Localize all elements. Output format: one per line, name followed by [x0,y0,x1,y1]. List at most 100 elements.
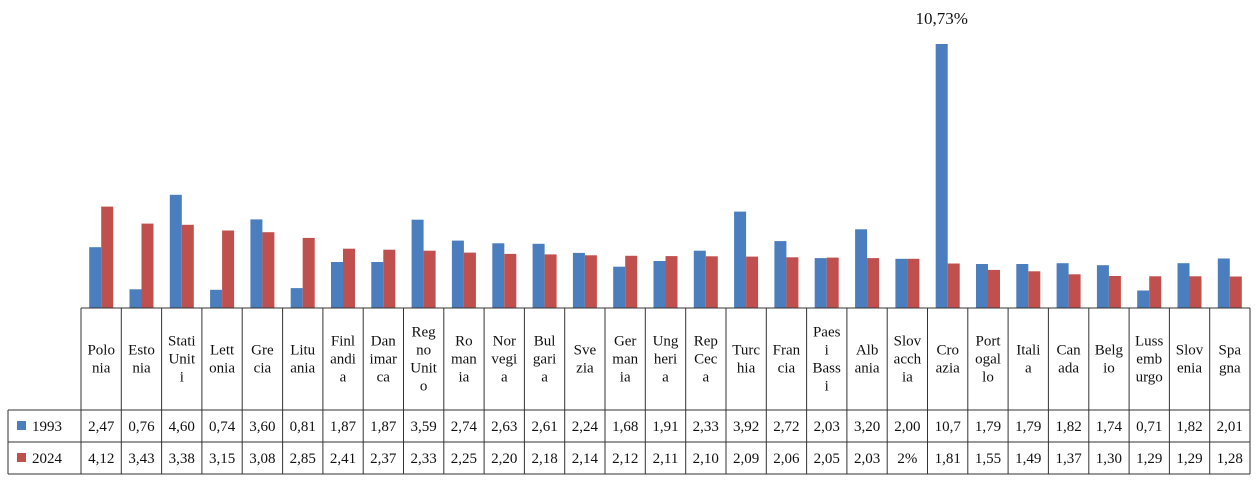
bar-1993 [1217,258,1230,308]
value-label-1993: 3,20 [854,419,880,435]
value-label-2024: 2,09 [733,451,759,467]
category-label: Can ada [1057,343,1082,377]
value-label-2024: 2,12 [612,451,638,467]
category-label: Dan imar ca [370,334,398,386]
bar-1993 [693,250,706,308]
value-label-1993: 0,76 [128,419,155,435]
bar-2024 [705,256,718,308]
value-label-1993: 2,47 [88,419,115,435]
value-label-1993: 1,79 [975,419,1001,435]
bar-2024 [1229,276,1242,308]
bar-1993 [1137,290,1150,308]
value-label-1993: 0,81 [290,419,316,435]
bar-1993 [210,289,223,308]
category-label: Finl andi a [330,334,356,386]
value-label-1993: 3,92 [733,419,759,435]
bar-2024 [262,232,275,308]
value-label-1993: 2,72 [773,419,799,435]
category-label: Port ogal lo [975,334,1001,386]
value-label-1993: 2,24 [572,419,599,435]
value-label-1993: 2,00 [894,419,920,435]
bar-1993 [331,262,343,308]
bar-1993 [855,229,868,308]
value-label-1993: 4,60 [169,419,195,435]
value-label-1993: 1,74 [1096,419,1123,435]
value-label-1993: 1,82 [1176,419,1202,435]
category-label: Ro man ia [451,334,477,386]
value-label-2024: 2,33 [410,451,436,467]
value-label-2024: 2,10 [693,451,719,467]
bar-2024 [544,254,557,308]
value-label-1993: 0,74 [209,419,236,435]
value-label-1993: 1,82 [1055,419,1081,435]
bar-1993 [774,241,787,308]
bar-2024 [302,237,315,308]
category-label: Ger man ia [612,334,638,386]
bar-1993 [613,266,626,308]
value-label-1993: 2,74 [451,419,478,435]
bar-2024 [867,258,880,308]
bar-2024 [584,255,597,308]
value-label-2024: 2,41 [330,451,356,467]
value-label-2024: 2,37 [370,451,397,467]
value-label-1993: 2,03 [814,419,840,435]
bar-1993 [1056,263,1069,308]
value-label-2024: 3,15 [209,451,235,467]
value-label-2024: 4,12 [88,451,114,467]
bar-2024 [101,206,114,308]
value-label-2024: 2,14 [572,451,599,467]
bar-1993 [572,252,585,308]
bar-2024 [746,256,759,308]
bar-2024 [665,256,678,308]
bar-1993 [451,240,464,308]
category-label: Cro azia [936,343,960,377]
value-label-1993: 0,71 [1136,419,1162,435]
data-table: Polo nia Esto nia Stati Unit i Lett onia Gre cia Li… [7,307,1251,475]
value-label-2024: 1,30 [1096,451,1122,467]
bar-2024 [463,252,476,308]
bar-2024 [826,257,839,308]
bar-2024 [1149,276,1162,308]
bar-1993 [935,44,948,308]
bar-1993 [734,211,747,308]
bar-1993 [290,288,303,308]
category-label: Gre cia [251,343,274,377]
value-label-1993: 1,87 [370,419,397,435]
bar-1993 [653,261,666,308]
bar-1993 [895,258,908,308]
category-label: Bul gari a [533,334,556,386]
value-label-2024: 2,18 [531,451,557,467]
bar-2024 [988,269,1000,308]
value-label-2024: 1,81 [935,451,961,467]
category-label: Polo nia [87,343,115,377]
bar-1993 [250,219,263,308]
category-label: Esto nia [128,343,155,377]
bar-1993 [89,247,102,308]
legend-label-1993: 1993 [32,419,62,435]
value-label-2024: 2,25 [451,451,477,467]
bar-1993 [976,264,988,308]
bar-2024 [907,258,920,308]
value-label-2024: 3,08 [249,451,275,467]
bar-2024 [1028,271,1041,308]
bar-1993 [492,243,505,308]
value-label-2024: 2,05 [814,451,840,467]
bar-2024 [383,249,396,308]
value-label-1993: 1,91 [652,419,678,435]
bar-1993 [532,243,545,308]
value-label-2024: 1,29 [1176,451,1202,467]
bar-1993 [129,289,142,308]
bar-2024 [181,224,194,308]
bars-layer [89,44,1242,308]
category-label: Slov enia [1176,343,1204,377]
category-label: Litu ania [290,343,315,377]
category-label: Spa gna [1219,343,1242,377]
value-label-2024: 2,85 [290,451,316,467]
value-label-1993: 1,87 [330,419,357,435]
legend-label-2024: 2024 [32,451,63,467]
bar-2024 [141,223,154,308]
category-label: Turc hia [732,343,760,377]
value-label-2024: 2% [897,451,917,467]
value-label-1993: 3,60 [249,419,275,435]
